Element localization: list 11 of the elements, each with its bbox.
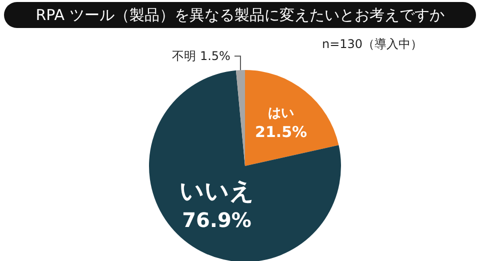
text: n=130（導入中） [322,36,423,53]
slice-label: はい [268,106,294,122]
pie-slice [245,70,339,166]
data-label: 21.5% [255,123,308,142]
data-label: 1.5% [200,49,230,64]
slice-label: 不明 [172,49,196,64]
chart-title: RPA ツール（製品）を異なる製品に変えたいとお考えですか [4,2,476,28]
data-label: 76.9% [182,208,252,232]
pie-slice [236,70,245,166]
pie-slice [149,70,341,261]
slice-label: いいえ [179,176,254,205]
